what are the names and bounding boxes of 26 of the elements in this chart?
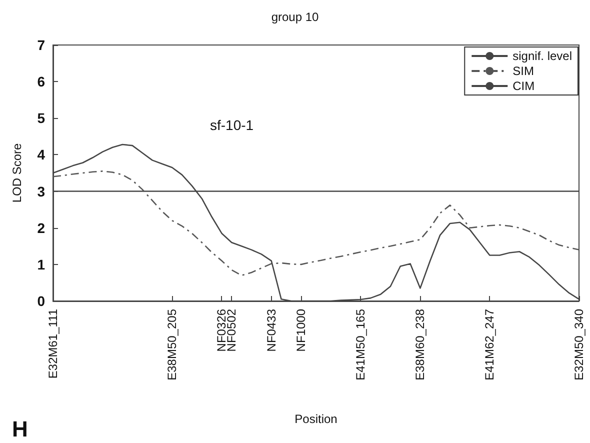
x-tick-label: NF0433 xyxy=(264,308,278,352)
x-tick-label: E32M61_111 xyxy=(46,308,60,379)
x-tick-label: NF1000 xyxy=(294,308,308,352)
x-tick-label: NF0502 xyxy=(224,308,239,352)
x-tick-label: E41M62_247 xyxy=(482,308,497,380)
x-tick-label: E38M60_238 xyxy=(413,308,428,380)
y-tick-label: 2 xyxy=(37,220,46,236)
x-tick-label: E41M50_165 xyxy=(354,308,368,380)
text: H xyxy=(12,416,28,442)
y-tick-label: 6 xyxy=(37,74,46,90)
y-axis-title: LOD Score xyxy=(10,143,24,203)
chart-title: group 10 xyxy=(271,10,320,24)
line-series xyxy=(52,170,580,276)
legend-label: signif. level xyxy=(512,49,572,63)
y-tick-label: 1 xyxy=(37,256,46,272)
legend-label: CIM xyxy=(512,79,535,93)
x-tick-label: E32M50_340 xyxy=(572,308,586,380)
x-tick-label: E38M50_205 xyxy=(165,308,180,380)
y-tick-label: 7 xyxy=(37,37,46,53)
x-axis-title: Position xyxy=(294,412,338,426)
y-tick-label: 3 xyxy=(37,183,46,200)
y-tick-label: 5 xyxy=(37,110,46,126)
y-tick-label: 4 xyxy=(37,146,46,163)
annotation: sf-10-1 xyxy=(210,117,254,133)
legend-label: SIM xyxy=(512,64,534,78)
y-tick-label: 0 xyxy=(37,293,46,309)
